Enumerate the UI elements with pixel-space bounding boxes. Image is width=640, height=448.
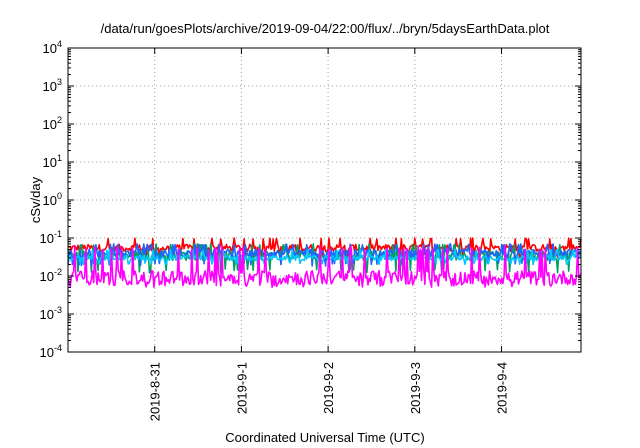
y-tick-label: 10-2 [40,267,62,284]
chart-title: /data/run/goesPlots/archive/2019-09-04/2… [101,21,550,36]
y-tick-label: 10-3 [40,305,62,322]
y-tick-label: 102 [43,115,62,132]
y-tick-label: 100 [43,191,62,208]
x-tick-label: 2019-9-3 [408,362,423,414]
series-line-4 [67,248,582,266]
x-tick-label: 2019-9-2 [321,362,336,414]
y-tick-label: 10-4 [40,343,62,360]
data-series [67,237,582,289]
x-axis: 2019-8-31 2019-9-1 2019-9-2 2019-9-3 2019-9-… [148,48,510,421]
x-tick-label: 2019-9-1 [234,362,249,414]
y-axis-label: cSv/day [28,176,43,223]
x-axis-label: Coordinated Universal Time (UTC) [225,430,424,445]
grid-lines [68,48,581,352]
series-line-5 [67,245,582,289]
x-tick-label: 2019-9-4 [495,362,510,414]
x-tick-label: 2019-8-31 [148,362,163,421]
y-tick-label: 10-1 [40,229,62,246]
y-tick-label: 104 [43,39,62,56]
y-tick-label: 103 [43,77,62,94]
y-tick-label: 101 [43,153,62,170]
y-axis: 10-4 10-3 10-2 10-1 100 101 102 103 104 [40,39,581,360]
